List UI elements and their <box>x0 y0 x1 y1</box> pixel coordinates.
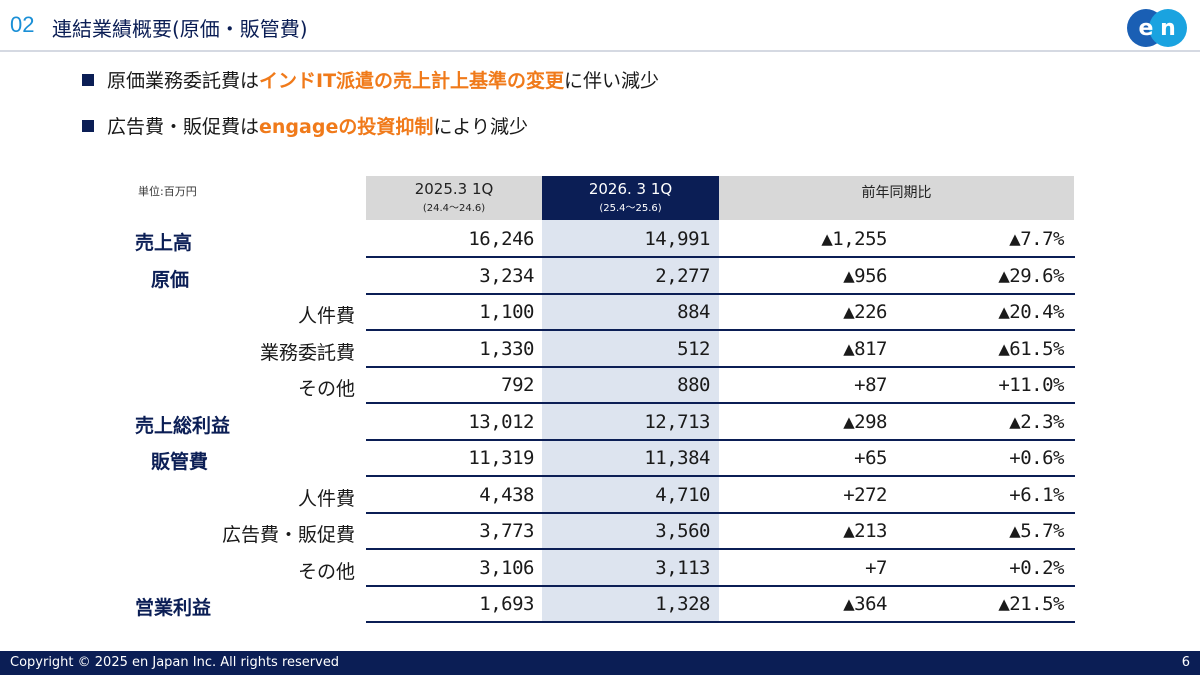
table-row: 原価 3,234 2,277 ▲956 ▲29.6% <box>135 259 1075 295</box>
cell-v2: 884 <box>677 301 710 323</box>
cell-v4: ▲20.4% <box>998 301 1064 323</box>
row-label: その他 <box>297 560 355 583</box>
slide-header: 02 連結業績概要(原価・販管費) e n <box>0 0 1200 56</box>
cell-v1: 1,100 <box>479 301 534 323</box>
cell-v3: +7 <box>865 556 887 579</box>
table-row: 販管費 11,319 11,384 +65 +0.6% <box>135 441 1075 477</box>
page-number: 6 <box>1181 655 1190 670</box>
table-row: 売上高 16,246 14,991 ▲1,255 ▲7.7% <box>135 222 1075 258</box>
cell-v3: ▲1,255 <box>821 228 887 250</box>
table-row: 人件費 4,438 4,710 +272 +6.1% <box>135 478 1075 514</box>
row-divider <box>366 584 1075 587</box>
slide-title: 連結業績概要(原価・販管費) <box>52 17 308 41</box>
cell-v1: 4,438 <box>479 483 534 506</box>
row-divider <box>366 548 1075 550</box>
cell-v2: 3,560 <box>655 520 710 542</box>
section-number: 02 <box>10 12 35 37</box>
column-header-current-year: 2026. 3 1Q (25.4〜25.6) <box>542 176 719 220</box>
cell-v4: +11.0% <box>998 374 1064 396</box>
row-label: 人件費 <box>297 487 355 510</box>
unit-label: 単位:百万円 <box>138 185 197 198</box>
cell-v3: ▲364 <box>843 593 887 615</box>
cell-v4: +0.2% <box>1009 556 1064 579</box>
bullet-square-icon <box>82 74 94 86</box>
row-divider <box>366 475 1075 477</box>
cell-v4: +6.1% <box>1009 483 1064 506</box>
cell-v2: 4,710 <box>655 483 710 506</box>
row-label: 営業利益 <box>135 597 212 619</box>
cell-v1: 1,330 <box>479 337 534 360</box>
table-row: 売上総利益 13,012 12,713 ▲298 ▲2.3% <box>135 405 1075 441</box>
current-year-column-shade <box>542 220 719 622</box>
table-row: 業務委託費 1,330 512 ▲817 ▲61.5% <box>135 332 1075 368</box>
cell-v2: 512 <box>677 337 710 360</box>
row-label: 業務委託費 <box>259 341 355 364</box>
row-label: 広告費・販促費 <box>221 524 355 546</box>
cell-v1: 1,693 <box>479 593 534 615</box>
row-divider <box>366 511 1075 514</box>
cell-v4: +0.6% <box>1009 447 1064 469</box>
row-label: 売上高 <box>135 232 193 254</box>
cell-v4: ▲7.7% <box>1009 228 1064 250</box>
cell-v2: 1,328 <box>655 593 710 615</box>
row-divider <box>366 292 1075 295</box>
cell-v3: +65 <box>854 447 887 469</box>
bullet-square-icon <box>82 120 94 132</box>
table-row: 広告費・販促費 3,773 3,560 ▲213 ▲5.7% <box>135 514 1075 550</box>
cell-v4: ▲2.3% <box>1009 410 1064 433</box>
cell-v1: 16,246 <box>468 228 534 250</box>
row-label: 人件費 <box>297 305 355 327</box>
bullet-text: 原価業務委託費はインドIT派遣の売上計上基準の変更に伴い減少 <box>107 70 660 92</box>
column-header-prev-year: 2025.3 1Q (24.4〜24.6) <box>366 176 542 220</box>
table-row: 営業利益 1,693 1,328 ▲364 ▲21.5% <box>135 587 1075 623</box>
row-divider <box>366 365 1075 368</box>
table-row: 人件費 1,100 884 ▲226 ▲20.4% <box>135 295 1075 331</box>
cell-v2: 3,113 <box>655 556 710 579</box>
table-row: その他 792 880 +87 +11.0% <box>135 368 1075 404</box>
column-header-yoy: 前年同期比 <box>719 176 1074 220</box>
cell-v3: ▲226 <box>843 301 887 323</box>
header-divider <box>0 50 1200 52</box>
cell-v3: +272 <box>843 483 887 506</box>
row-label: 原価 <box>151 268 190 291</box>
cell-v2: 880 <box>677 374 710 396</box>
cell-v2: 11,384 <box>644 447 710 469</box>
cell-v2: 2,277 <box>655 264 710 287</box>
cell-v3: ▲817 <box>843 337 887 360</box>
bullet-highlight: インドIT派遣の売上計上基準の変更 <box>259 70 565 92</box>
cell-v1: 3,773 <box>479 520 534 542</box>
cell-v1: 13,012 <box>468 410 534 433</box>
cell-v3: ▲298 <box>843 410 887 433</box>
row-label: 売上総利益 <box>135 414 231 437</box>
cell-v3: +87 <box>854 374 887 396</box>
row-label: 販管費 <box>151 451 209 473</box>
cell-v1: 11,319 <box>468 447 534 469</box>
logo-e-letter: e <box>1139 16 1154 41</box>
bullet-highlight: engageの投資抑制 <box>259 116 434 138</box>
cell-v1: 792 <box>501 374 534 396</box>
table-row: その他 3,106 3,113 +7 +0.2% <box>135 551 1075 587</box>
row-divider <box>366 256 1075 258</box>
row-divider <box>366 621 1075 623</box>
cell-v3: ▲213 <box>843 520 887 542</box>
footer-bar: Copyright © 2025 en Japan Inc. All right… <box>0 651 1200 675</box>
cell-v4: ▲21.5% <box>998 593 1064 615</box>
cell-v4: ▲5.7% <box>1009 520 1064 542</box>
cell-v4: ▲29.6% <box>998 264 1064 287</box>
cell-v3: ▲956 <box>843 264 887 287</box>
row-label: その他 <box>297 378 355 400</box>
row-divider <box>366 438 1075 441</box>
cell-v4: ▲61.5% <box>998 337 1064 360</box>
cell-v1: 3,106 <box>479 556 534 579</box>
cell-v2: 12,713 <box>644 410 710 433</box>
en-logo: e n <box>1127 9 1187 47</box>
row-divider <box>366 329 1075 331</box>
cell-v1: 3,234 <box>479 264 534 287</box>
copyright-text: Copyright © 2025 en Japan Inc. All right… <box>10 655 340 670</box>
row-divider <box>366 402 1075 404</box>
logo-n-circle <box>1149 9 1187 47</box>
bullet-text: 広告費・販促費はengageの投資抑制により減少 <box>107 116 528 138</box>
logo-n-letter: n <box>1160 16 1176 41</box>
cell-v2: 14,991 <box>644 228 710 250</box>
